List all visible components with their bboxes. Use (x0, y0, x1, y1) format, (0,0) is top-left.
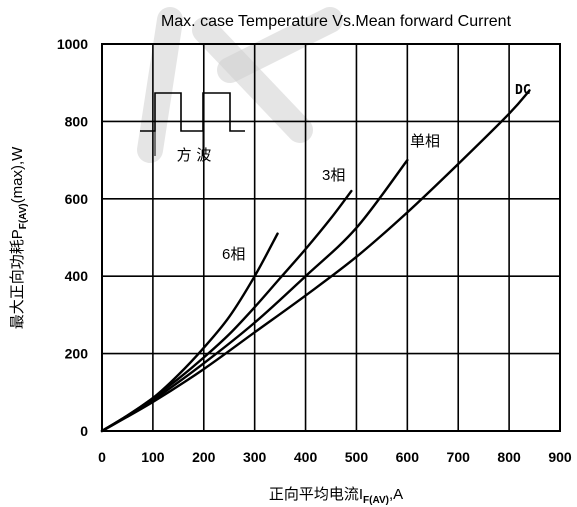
x-tick-label: 0 (98, 449, 106, 465)
x-tick-label: 200 (192, 449, 216, 465)
x-tick-label: 600 (396, 449, 420, 465)
x-tick-label: 500 (345, 449, 369, 465)
series-line-3-phase (100, 189, 353, 433)
y-tick-label: 200 (65, 346, 89, 362)
series-line-single-phase (100, 158, 409, 433)
series-group (100, 89, 531, 433)
grid (102, 44, 560, 431)
chart-title: Max. case Temperature Vs.Mean forward Cu… (161, 13, 512, 30)
series-label-dc: DC (515, 83, 531, 98)
y-axis-label-suffix: (max),W (9, 146, 26, 203)
series-label-3-phase: 3相 (322, 167, 345, 184)
x-axis-label-sub: F(AV) (363, 495, 389, 506)
x-tick-label: 700 (447, 449, 471, 465)
plot-frame (101, 43, 561, 432)
y-tick-label: 0 (80, 423, 88, 439)
y-axis-label-sub: F(AV) (18, 203, 29, 229)
series-label-6-phase: 6相 (222, 246, 245, 263)
x-tick-label: 100 (141, 449, 165, 465)
y-tick-label: 600 (65, 191, 89, 207)
y-axis-ticks: 0 200 400 600 800 1000 (57, 36, 88, 439)
x-tick-label: 400 (294, 449, 318, 465)
series-line-6-phase (100, 232, 279, 433)
x-tick-label: 900 (548, 449, 572, 465)
y-tick-label: 400 (65, 268, 89, 284)
square-wave-icon (140, 92, 245, 132)
series-line-dc (100, 89, 531, 433)
inset-label: 方 波 (177, 146, 212, 164)
x-tick-label: 800 (497, 449, 521, 465)
series-label-single-phase: 单相 (410, 133, 440, 150)
x-axis-label-main: 正向平均电流I (269, 486, 363, 503)
x-axis-ticks: 0 100 200 300 400 500 600 700 800 900 (98, 449, 572, 465)
y-axis-label-main: 最大正向功耗P (9, 229, 26, 329)
x-axis-label-suffix: ,A (389, 486, 403, 503)
x-tick-label: 300 (243, 449, 267, 465)
y-tick-label: 800 (65, 113, 89, 129)
x-axis-label: 正向平均电流IF(AV),A (269, 486, 403, 506)
y-axis-label: 最大正向功耗PF(AV)(max),W (9, 146, 29, 329)
square-wave-inset: 方 波 (140, 92, 245, 164)
y-tick-label: 1000 (57, 36, 88, 52)
